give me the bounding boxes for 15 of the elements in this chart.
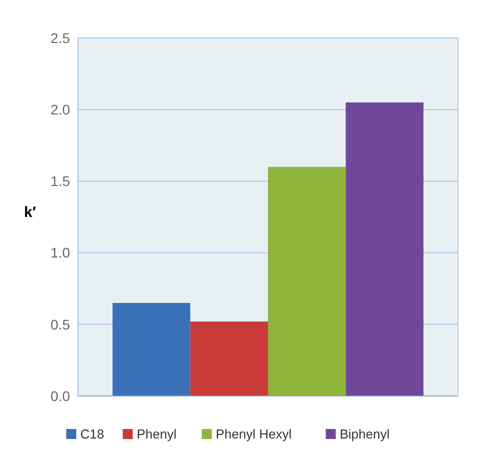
y-tick-label: 1.0 (50, 244, 70, 261)
y-tick-label: 0.5 (50, 316, 70, 332)
legend-label: Biphenyl (340, 426, 390, 442)
legend-label: Phenyl (136, 426, 177, 442)
legend-label: Phenyl Hexyl (216, 426, 292, 442)
bar (112, 302, 190, 396)
bar (190, 322, 268, 396)
y-tick-label: 1.5 (50, 173, 70, 190)
y-tick-label: 2.0 (50, 102, 70, 118)
bar (268, 166, 346, 396)
bar (346, 102, 424, 396)
legend-label: C18 (80, 426, 104, 442)
y-tick-label: 2.5 (50, 30, 70, 46)
y-axis-title: k′ (24, 204, 36, 221)
y-tick-label: 0.0 (50, 388, 70, 404)
